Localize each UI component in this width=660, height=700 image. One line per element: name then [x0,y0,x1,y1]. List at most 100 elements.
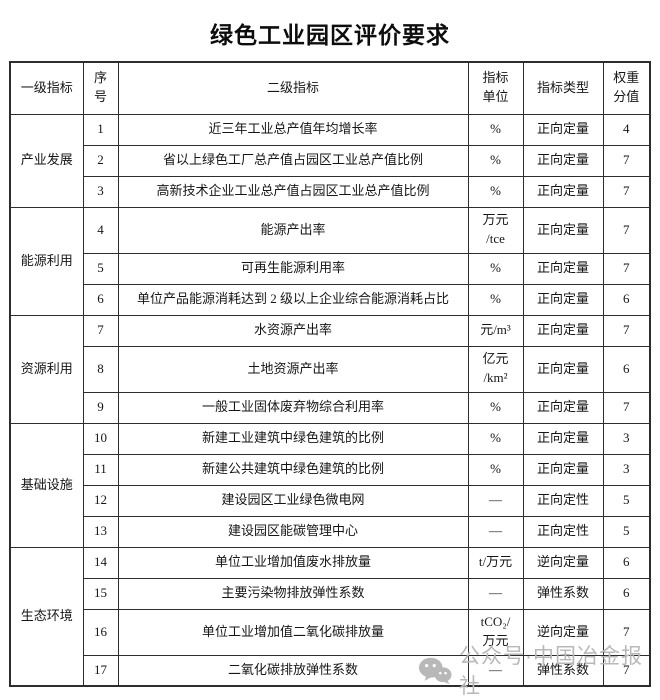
cell-unit: t/万元 [467,546,524,579]
table-row: 能源利用 4 能源产出率 万元 /tce 正向定量 7 [9,206,651,316]
cell-indicator: 高新技术企业工业总产值占园区工业总产值比例 [117,175,469,208]
table-row: 13 建设园区能碳管理中心 — 正向定性 5 [10,515,651,548]
cell-indicator: 建设园区工业绿色微电网 [117,484,469,517]
cell-weight: 7 [602,608,651,656]
col-header-unit: 指标 单位 [467,61,524,115]
cell-no: 6 [82,283,119,316]
table-row: 12 建设园区工业绿色微电网 — 正向定性 5 [10,484,651,517]
cell-unit: — [467,654,524,687]
cell-type: 正向定量 [522,283,604,316]
table-row: 8 土地资源产出率 亿元 /km² 正向定量 6 [10,345,651,393]
cell-type: 弹性系数 [522,654,604,687]
cell-no: 3 [82,175,119,208]
cell-weight: 7 [602,252,651,285]
cell-type: 正向定量 [522,453,604,486]
cell-weight: 6 [602,345,651,393]
cell-unit: % [467,144,524,177]
col-header-level1: 一级指标 [9,61,84,115]
table-row: 资源利用 7 水资源产出率 元/m³ 正向定量 7 [9,314,651,424]
cell-no: 4 [82,206,119,254]
cell-type: 正向定量 [522,391,604,424]
cell-indicator: 单位工业增加值二氧化碳排放量 [117,608,469,656]
table-row: 生态环境 14 单位工业增加值废水排放量 t/万元 逆向定量 6 [9,546,651,687]
cell-indicator: 土地资源产出率 [117,345,469,393]
cell-weight: 6 [602,546,651,579]
cell-indicator: 一般工业固体废弃物综合利用率 [117,391,469,424]
watermark: 公众号·中国冶金报社 [418,640,660,700]
cell-type: 正向定量 [522,345,604,393]
table-row: 基础设施 10 新建工业建筑中绿色建筑的比例 % 正向定量 3 [9,422,651,548]
cell-no: 10 [82,422,119,455]
cell-indicator: 省以上绿色工厂总产值占园区工业总产值比例 [117,144,469,177]
cell-no: 7 [82,314,119,347]
cell-indicator: 单位产品能源消耗达到 2 级以上企业综合能源消耗占比 [117,283,469,316]
cell-no: 11 [82,453,119,486]
cell-weight: 7 [602,314,651,347]
header-row: 一级指标 序 号 二级指标 指标 单位 指标类型 权重 分值 [9,61,651,115]
group-cell-energy: 能源利用 [9,206,84,316]
table-row: 17 二氧化碳排放弹性系数 — 弹性系数 7 [10,654,651,687]
cell-weight: 7 [602,654,651,687]
group-cell-ecology: 生态环境 [9,546,84,687]
cell-indicator: 二氧化碳排放弹性系数 [117,654,469,687]
table-row: 产业发展 1 近三年工业总产值年均增长率 % 正向定量 4 [9,113,651,208]
cell-type: 正向定性 [522,515,604,548]
cell-type: 正向定性 [522,484,604,517]
col-header-type: 指标类型 [522,61,604,115]
evaluation-table: 一级指标 序 号 二级指标 指标 单位 指标类型 权重 分值 产业发展 1 近三… [9,61,651,687]
cell-unit: 万元 /tce [467,206,524,254]
cell-indicator: 水资源产出率 [117,314,469,347]
cell-unit: % [467,422,524,455]
cell-unit: 元/m³ [467,314,524,347]
group-cell-industry: 产业发展 [9,113,84,208]
cell-no: 8 [82,345,119,393]
cell-weight: 7 [602,175,651,208]
cell-type: 正向定量 [522,113,604,146]
table-row: 2 省以上绿色工厂总产值占园区工业总产值比例 % 正向定量 7 [10,144,651,177]
cell-type: 正向定量 [522,314,604,347]
cell-weight: 3 [602,422,651,455]
cell-no: 12 [82,484,119,517]
cell-weight: 6 [602,283,651,316]
cell-unit: 亿元 /km² [467,345,524,393]
table-row: 11 新建公共建筑中绿色建筑的比例 % 正向定量 3 [10,453,651,486]
cell-type: 逆向定量 [522,608,604,656]
cell-unit: — [467,484,524,517]
cell-unit: % [467,391,524,424]
cell-type: 正向定量 [522,175,604,208]
cell-no: 9 [82,391,119,424]
cell-unit: — [467,515,524,548]
cell-indicator: 近三年工业总产值年均增长率 [117,113,469,146]
table-row: 5 可再生能源利用率 % 正向定量 7 [10,252,651,285]
col-header-no: 序 号 [82,61,119,115]
table-row: 6 单位产品能源消耗达到 2 级以上企业综合能源消耗占比 % 正向定量 6 [10,283,651,316]
cell-weight: 7 [602,391,651,424]
group-cell-resource: 资源利用 [9,314,84,424]
cell-indicator: 主要污染物排放弹性系数 [117,577,469,610]
cell-weight: 4 [602,113,651,146]
cell-unit: % [467,113,524,146]
cell-no: 5 [82,252,119,285]
cell-indicator: 能源产出率 [117,206,469,254]
page-title: 绿色工业园区评价要求 [210,23,450,48]
cell-no: 15 [82,577,119,610]
table-row: 15 主要污染物排放弹性系数 — 弹性系数 6 [10,577,651,610]
cell-unit: % [467,453,524,486]
cell-indicator: 新建工业建筑中绿色建筑的比例 [117,422,469,455]
col-header-level2: 二级指标 [117,61,469,115]
cell-unit: % [467,175,524,208]
cell-indicator: 可再生能源利用率 [117,252,469,285]
cell-no: 13 [82,515,119,548]
cell-type: 正向定量 [522,252,604,285]
table-row: 3 高新技术企业工业总产值占园区工业总产值比例 % 正向定量 7 [10,175,651,208]
cell-no: 16 [82,608,119,656]
cell-unit: % [467,252,524,285]
cell-indicator: 单位工业增加值废水排放量 [117,546,469,579]
cell-no: 1 [82,113,119,146]
cell-no: 17 [82,654,119,687]
cell-type: 弹性系数 [522,577,604,610]
cell-type: 正向定量 [522,422,604,455]
cell-indicator: 新建公共建筑中绿色建筑的比例 [117,453,469,486]
cell-indicator: 建设园区能碳管理中心 [117,515,469,548]
cell-weight: 6 [602,577,651,610]
